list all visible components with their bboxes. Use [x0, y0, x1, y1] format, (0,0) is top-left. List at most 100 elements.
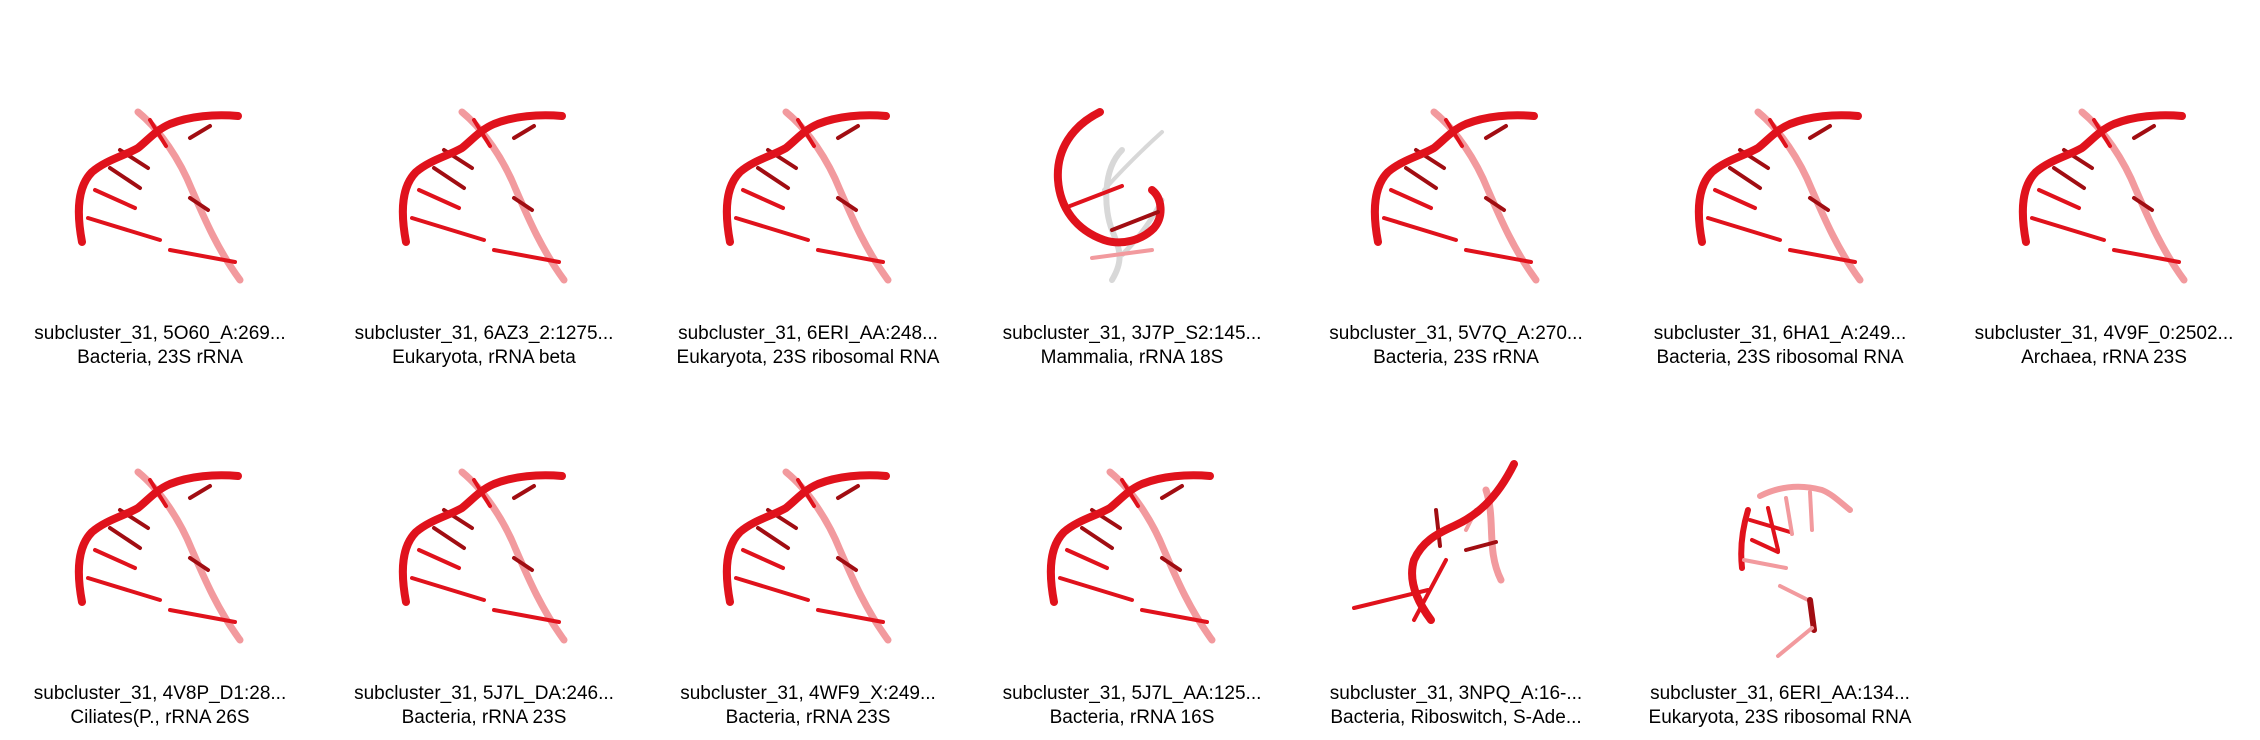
structure-caption: subcluster_31, 4WF9_X:249... Bacteria, rR… — [648, 682, 968, 730]
base-pair-stick — [2132, 196, 2154, 212]
rna-structure-thumbnail[interactable] — [364, 90, 604, 310]
backbone-strand — [1757, 483, 1853, 513]
structure-tile[interactable]: subcluster_31, 5J7L_AA:125... Bacteria, r… — [972, 360, 1292, 728]
backbone-strand — [1738, 507, 1751, 571]
base-pair-stick — [2132, 124, 2156, 140]
structure-tile[interactable]: subcluster_31, 6AZ3_2:1275... Eukaryota, … — [324, 0, 644, 368]
base-pair-stick — [1788, 248, 1857, 264]
base-pair-stick — [1808, 490, 1814, 532]
base-pair-stick — [1464, 540, 1498, 552]
base-pair-stick — [86, 576, 162, 602]
base-pair-stick — [93, 188, 137, 210]
structure-tile[interactable]: subcluster_31, 5O60_A:269... Bacteria, 23… — [0, 0, 320, 368]
structure-taxon-label: Bacteria, 23S rRNA — [1373, 347, 1539, 368]
base-pair-stick — [2112, 248, 2181, 264]
structure-tile[interactable]: subcluster_31, 4V9F_0:2502... Archaea, rR… — [1944, 0, 2260, 368]
base-pair-stick — [1434, 508, 1442, 548]
structure-tile[interactable]: subcluster_31, 3NPQ_A:16-... Bacteria, Ri… — [1296, 360, 1616, 728]
base-pair-stick — [836, 484, 860, 500]
rna-structure-thumbnail[interactable] — [40, 450, 280, 670]
base-pair-stick — [410, 576, 486, 602]
structure-tile[interactable]: subcluster_31, 5V7Q_A:270... Bacteria, 23… — [1296, 0, 1616, 368]
rna-structure-thumbnail[interactable] — [1984, 90, 2224, 310]
base-pair-stick — [734, 576, 810, 602]
rna-3d-render — [2018, 108, 2188, 284]
rna-structure-thumbnail[interactable] — [1336, 450, 1576, 670]
rna-structure-thumbnail[interactable] — [688, 90, 928, 310]
structure-tile[interactable]: subcluster_31, 4V8P_D1:28... Ciliates(P.,… — [0, 360, 320, 728]
base-pair-stick — [410, 216, 486, 242]
structure-id-label: subcluster_31, 3J7P_S2:145... — [1002, 323, 1262, 344]
structure-id-label: subcluster_31, 5J7L_AA:125... — [1002, 683, 1262, 704]
backbone-strand — [1053, 108, 1165, 247]
structure-tile[interactable]: subcluster_31, 5J7L_DA:246... Bacteria, r… — [324, 360, 644, 728]
rna-structure-thumbnail[interactable] — [364, 450, 604, 670]
base-pair-stick — [1110, 210, 1160, 232]
structure-tile[interactable]: subcluster_31, 6ERI_AA:134... Eukaryota, … — [1620, 360, 1940, 728]
structure-id-label: subcluster_31, 6ERI_AA:134... — [1650, 683, 1910, 704]
base-pair-stick — [1750, 538, 1780, 554]
structure-taxon-label: Bacteria, rRNA 23S — [401, 707, 567, 728]
structure-tile[interactable]: subcluster_31, 4WF9_X:249... Bacteria, rR… — [648, 360, 968, 728]
base-pair-stick — [432, 526, 466, 550]
structure-tile[interactable]: subcluster_31, 6HA1_A:249... Bacteria, 23… — [1620, 0, 1940, 368]
rna-structure-thumbnail[interactable] — [1660, 90, 1900, 310]
structure-taxon-label: Eukaryota, rRNA beta — [392, 347, 576, 368]
base-pair-stick — [1808, 124, 1832, 140]
base-pair-stick — [512, 484, 536, 500]
base-pair-stick — [1484, 196, 1506, 212]
base-pair-stick — [816, 248, 885, 264]
base-pair-stick — [108, 526, 142, 550]
base-pair-stick — [1389, 188, 1433, 210]
base-pair-stick — [2037, 188, 2081, 210]
base-pair-stick — [1090, 248, 1154, 260]
structure-tile[interactable]: subcluster_31, 6ERI_AA:248... Eukaryota, … — [648, 0, 968, 368]
structure-taxon-label: Bacteria, 23S rRNA — [77, 347, 243, 368]
structure-taxon-label: Bacteria, rRNA 23S — [725, 707, 891, 728]
base-pair-stick — [1080, 526, 1114, 550]
structure-id-label: subcluster_31, 5V7Q_A:270... — [1329, 323, 1583, 344]
backbone-strand — [1408, 460, 1518, 624]
rna-3d-render — [398, 108, 568, 284]
backbone-strand — [74, 471, 242, 606]
structure-id-label: subcluster_31, 4WF9_X:249... — [680, 683, 936, 704]
base-pair-stick — [1464, 248, 1533, 264]
rna-3d-render — [722, 108, 892, 284]
base-pair-stick — [168, 608, 237, 624]
rna-3d-render — [1370, 108, 1540, 284]
base-pair-stick — [1766, 506, 1780, 552]
base-pair-stick — [1412, 558, 1448, 622]
rna-structure-thumbnail[interactable] — [40, 90, 280, 310]
structure-tile[interactable]: subcluster_31, 3J7P_S2:145... Mammalia, r… — [972, 0, 1292, 368]
backbone-strand — [1694, 111, 1862, 246]
base-pair-stick — [734, 216, 810, 242]
base-pair-stick — [417, 548, 461, 570]
base-pair-stick — [2030, 216, 2106, 242]
rna-structure-thumbnail[interactable] — [688, 450, 928, 670]
rna-structure-thumbnail[interactable] — [1660, 450, 1900, 670]
structure-id-label: subcluster_31, 5J7L_DA:246... — [354, 683, 614, 704]
base-pair-stick — [188, 484, 212, 500]
base-pair-stick — [492, 608, 561, 624]
base-pair-stick — [188, 124, 212, 140]
base-pair-stick — [741, 548, 785, 570]
rna-3d-render — [722, 468, 892, 644]
base-pair-stick — [1160, 484, 1184, 500]
base-pair-stick — [1058, 576, 1134, 602]
rna-structure-thumbnail[interactable] — [1336, 90, 1576, 310]
base-pair-stick — [836, 556, 858, 572]
structure-caption: subcluster_31, 5J7L_AA:125... Bacteria, r… — [972, 682, 1292, 730]
structure-caption: subcluster_31, 5V7Q_A:270... Bacteria, 23… — [1296, 322, 1616, 370]
base-pair-stick — [2052, 166, 2086, 190]
structure-id-label: subcluster_31, 4V8P_D1:28... — [33, 683, 287, 704]
base-pair-stick — [1068, 184, 1124, 208]
backbone-strand — [2018, 111, 2186, 246]
structure-caption: subcluster_31, 6ERI_AA:248... Eukaryota, … — [648, 322, 968, 370]
structure-taxon-label: Mammalia, rRNA 18S — [1040, 347, 1224, 368]
base-pair-stick — [1484, 124, 1508, 140]
rna-structure-thumbnail[interactable] — [1012, 90, 1252, 310]
structure-id-label: subcluster_31, 3NPQ_A:16-... — [1329, 683, 1583, 704]
rna-structure-thumbnail[interactable] — [1012, 450, 1252, 670]
structure-taxon-label: Bacteria, 23S ribosomal RNA — [1656, 347, 1904, 368]
